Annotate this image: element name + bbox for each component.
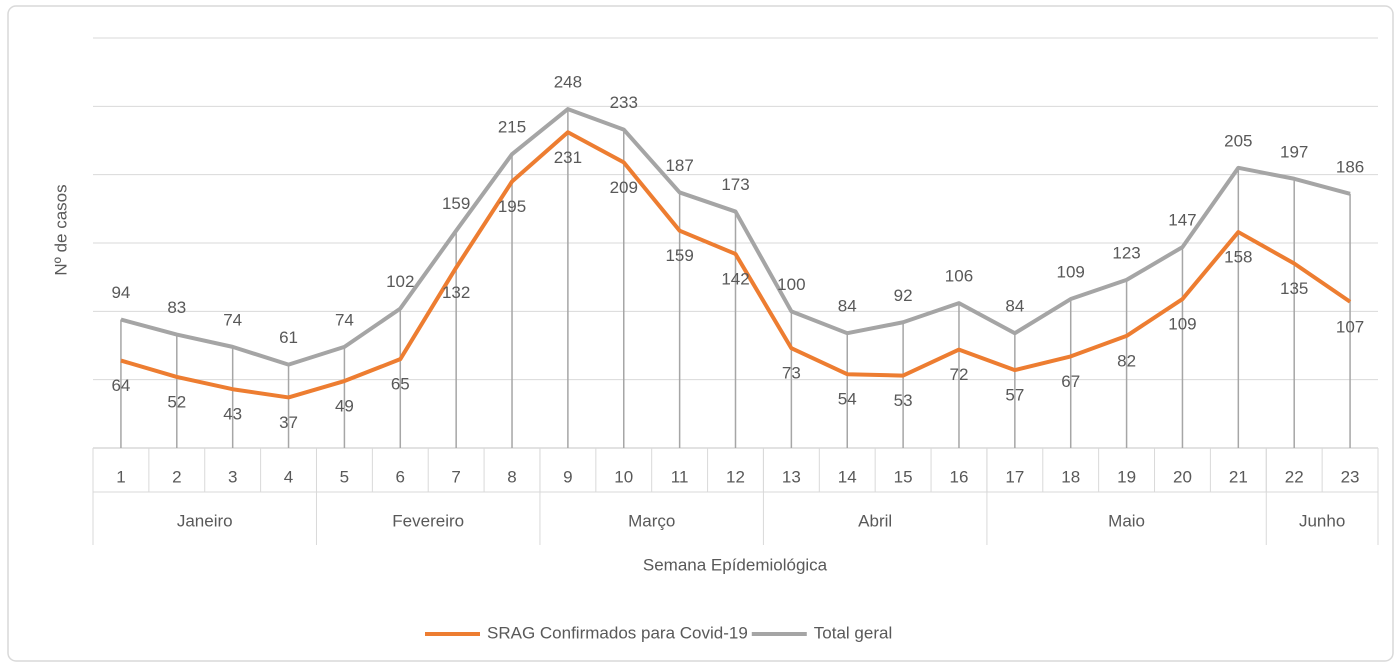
data-label: 37 (279, 413, 298, 432)
data-label: 54 (838, 390, 857, 409)
data-label: 107 (1336, 317, 1364, 336)
y-axis-label: Nº de casos (51, 184, 70, 275)
data-label: 195 (498, 197, 526, 216)
data-label: 65 (391, 375, 410, 394)
x-group-label: Fevereiro (392, 511, 464, 530)
data-label: 72 (950, 365, 969, 384)
x-group-label: Maio (1108, 511, 1145, 530)
x-tick-label: 5 (340, 467, 349, 486)
data-label: 173 (721, 175, 749, 194)
legend-label: SRAG Confirmados para Covid-19 (487, 623, 748, 642)
data-label: 67 (1061, 372, 1080, 391)
data-label: 106 (945, 267, 973, 286)
x-tick-label: 12 (726, 467, 745, 486)
data-label: 132 (442, 283, 470, 302)
data-label: 84 (838, 297, 857, 316)
x-tick-label: 14 (838, 467, 857, 486)
data-label: 215 (498, 118, 526, 137)
x-tick-label: 1 (116, 467, 125, 486)
legend-label: Total geral (814, 623, 892, 642)
data-label: 102 (386, 272, 414, 291)
x-tick-label: 2 (172, 467, 181, 486)
data-label: 94 (111, 283, 130, 302)
data-label: 73 (782, 364, 801, 383)
x-tick-label: 3 (228, 467, 237, 486)
x-group-label: Janeiro (177, 511, 233, 530)
data-label: 57 (1005, 386, 1024, 405)
data-label: 186 (1336, 157, 1364, 176)
data-label: 159 (665, 246, 693, 265)
data-label: 135 (1280, 279, 1308, 298)
data-label: 109 (1057, 263, 1085, 282)
x-tick-label: 18 (1061, 467, 1080, 486)
x-tick-label: 17 (1005, 467, 1024, 486)
x-tick-label: 13 (782, 467, 801, 486)
x-axis-label: Semana Epídemiológica (643, 555, 828, 574)
data-label: 61 (279, 328, 298, 347)
x-tick-label: 7 (451, 467, 460, 486)
data-label: 248 (554, 73, 582, 92)
series-line (120, 107, 1351, 367)
x-tick-label: 6 (396, 467, 405, 486)
x-tick-label: 4 (284, 467, 293, 486)
data-label: 233 (610, 93, 638, 112)
data-label: 159 (442, 194, 470, 213)
data-label: 83 (167, 298, 186, 317)
data-label: 209 (610, 178, 638, 197)
data-label: 64 (111, 376, 130, 395)
data-label: 142 (721, 269, 749, 288)
data-label: 197 (1280, 142, 1308, 161)
data-label: 82 (1117, 351, 1136, 370)
x-tick-label: 15 (894, 467, 913, 486)
data-label: 43 (223, 405, 242, 424)
x-group-label: Março (628, 511, 675, 530)
series-line (120, 130, 1352, 400)
data-label: 74 (335, 310, 354, 329)
data-label: 123 (1112, 243, 1140, 262)
x-tick-label: 22 (1285, 467, 1304, 486)
x-tick-label: 9 (563, 467, 572, 486)
data-label: 100 (777, 275, 805, 294)
data-label: 187 (665, 156, 693, 175)
data-label: 92 (894, 286, 913, 305)
data-label: 52 (167, 392, 186, 411)
x-group-label: Junho (1299, 511, 1345, 530)
data-label: 205 (1224, 131, 1252, 150)
chart-frame (7, 5, 1394, 662)
x-group-label: Abril (858, 511, 892, 530)
x-tick-label: 16 (950, 467, 969, 486)
data-label: 158 (1224, 248, 1252, 267)
x-tick-label: 20 (1173, 467, 1192, 486)
data-label: 74 (223, 310, 242, 329)
data-label: 147 (1168, 211, 1196, 230)
data-label: 53 (894, 391, 913, 410)
x-tick-label: 19 (1117, 467, 1136, 486)
data-label: 49 (335, 397, 354, 416)
x-tick-label: 23 (1341, 467, 1360, 486)
data-label: 231 (554, 148, 582, 167)
x-tick-label: 8 (507, 467, 516, 486)
data-label: 109 (1168, 315, 1196, 334)
data-label: 84 (1005, 297, 1024, 316)
x-tick-label: 10 (614, 467, 633, 486)
x-tick-label: 11 (671, 467, 689, 486)
x-tick-label: 21 (1229, 467, 1248, 486)
